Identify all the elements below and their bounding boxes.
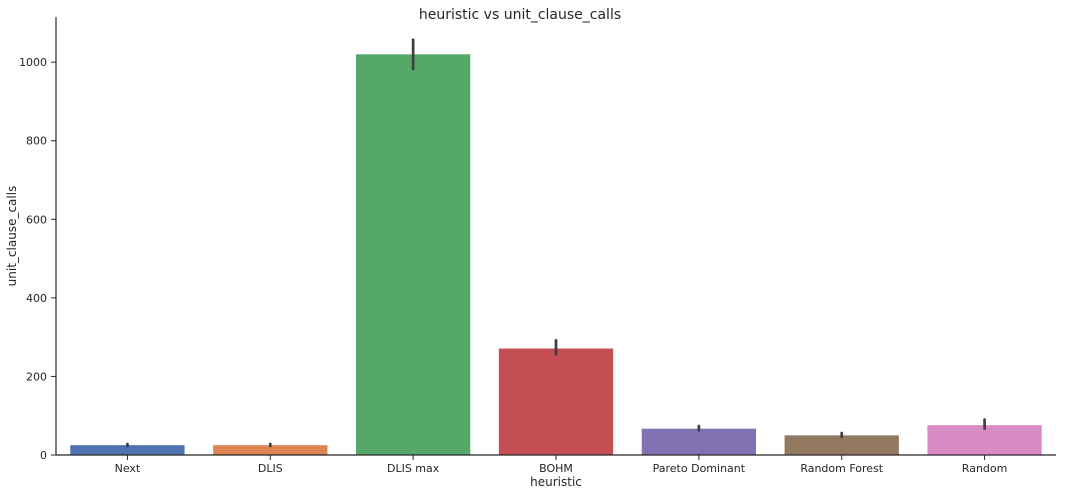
bar-dlis: [213, 445, 328, 455]
y-tick-label: 1000: [19, 56, 47, 69]
bars-group: [70, 54, 1042, 455]
y-axis: 0 200 400 600 800 1000: [19, 17, 57, 462]
x-tick-label: DLIS: [258, 462, 283, 475]
x-axis: Next DLIS DLIS max BOHM Pareto Dominant Rando…: [56, 454, 1056, 475]
x-tick-label: Next: [115, 462, 141, 475]
y-tick-label: 0: [40, 449, 47, 462]
y-tick-label: 400: [26, 292, 47, 305]
y-tick-label: 200: [26, 370, 47, 383]
bar-random-forest: [784, 435, 899, 455]
bar-next: [70, 445, 185, 455]
x-tick-label: BOHM: [539, 462, 573, 475]
bar-dlis-max: [356, 54, 471, 455]
error-bars-group: [126, 38, 986, 448]
x-tick-label: DLIS max: [387, 462, 440, 475]
y-tick-label: 600: [26, 213, 47, 226]
y-tick-label: 800: [26, 135, 47, 148]
y-axis-label: unit_clause_calls: [5, 186, 19, 287]
x-tick-label: Pareto Dominant: [653, 462, 746, 475]
x-tick-label: Random Forest: [800, 462, 883, 475]
chart-title: heuristic vs unit_clause_calls: [419, 7, 621, 23]
bar-random: [927, 425, 1042, 455]
bar-pareto-dominant: [641, 428, 756, 455]
x-axis-label: heuristic: [530, 475, 582, 489]
x-tick-label: Random: [962, 462, 1008, 475]
bar-bohm: [498, 348, 614, 455]
